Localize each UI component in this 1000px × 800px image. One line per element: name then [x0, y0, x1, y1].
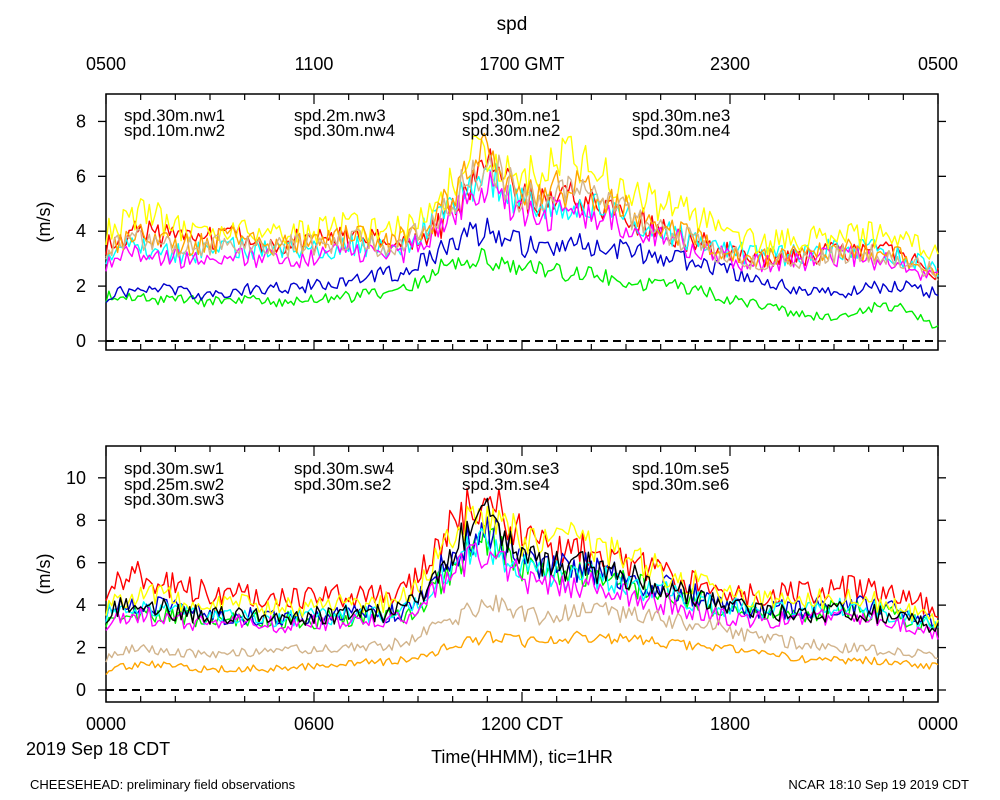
legend-label: spd.30m.sw3	[124, 490, 224, 509]
y-tick-label: 0	[76, 680, 86, 700]
legend-label: spd.30m.nw1	[124, 106, 225, 125]
y-tick-label: 4	[76, 595, 86, 615]
legend-label: spd.10m.se5	[632, 459, 729, 478]
legend-label: spd.25m.sw2	[124, 475, 224, 494]
upper-legend: spd.30m.nw1 spd.10m.nw2 spd.2m.nw3 spd.3…	[124, 106, 730, 140]
bottom-tick-label: 0000	[86, 714, 126, 734]
top-tick-label: 0500	[918, 54, 958, 74]
top-tick-label: 0500	[86, 54, 126, 74]
y-tick-label: 6	[76, 166, 86, 186]
y-tick-label: 8	[76, 510, 86, 530]
legend-label: spd.30m.se2	[294, 475, 391, 494]
y-tick-label: 2	[76, 276, 86, 296]
series-line-spd-3m-se4	[105, 630, 939, 676]
date-label: 2019 Sep 18 CDT	[26, 739, 170, 759]
legend-label: spd.30m.ne4	[632, 121, 730, 140]
series-line-spd-10m-nw2	[105, 247, 939, 329]
legend-label: spd.30m.se3	[462, 459, 559, 478]
series-line-spd-10m-se5	[105, 594, 939, 663]
y-tick-label: 2	[76, 638, 86, 658]
top-tick-label: 1700 GMT	[479, 54, 564, 74]
legend-label: spd.10m.nw2	[124, 121, 225, 140]
top-tick-label: 2300	[710, 54, 750, 74]
top-axis-tick-labels: 0500 1100 1700 GMT 2300 0500	[86, 54, 958, 74]
lower-panel: 0 2 4 6 8 10 spd.30m.sw1 spd.25m.sw2 spd.30m.…	[34, 445, 946, 703]
upper-series-group	[105, 132, 939, 329]
y-tick-label: 0	[76, 331, 86, 351]
legend-label: spd.30m.ne2	[462, 121, 560, 140]
bottom-axis-tick-labels: 0000 0600 1200 CDT 1800 0000	[86, 714, 958, 734]
legend-label: spd.30m.sw4	[294, 459, 394, 478]
footer-left: CHEESEHEAD: preliminary field observatio…	[30, 777, 296, 792]
y-tick-label: 8	[76, 111, 86, 131]
series-line-spd-30m-sw1	[105, 487, 939, 619]
bottom-tick-label: 0000	[918, 714, 958, 734]
lower-y-axis-label: (m/s)	[34, 554, 54, 595]
y-tick-label: 10	[66, 468, 86, 488]
series-line-spd-30m-se6	[105, 497, 939, 633]
x-axis-label: Time(HHMM), tic=1HR	[431, 747, 613, 767]
series-line-spd-30m-se2	[105, 542, 939, 640]
series-line-spd-30m-se3	[105, 505, 939, 628]
y-tick-label: 4	[76, 221, 86, 241]
y-tick-label: 6	[76, 553, 86, 573]
legend-label: spd.30m.nw4	[294, 121, 395, 140]
series-line-spd-30m-ne2	[105, 135, 939, 260]
series-line-spd-30m-ne4	[105, 154, 939, 281]
legend-label: spd.2m.nw3	[294, 106, 386, 125]
series-line-spd-2m-nw3	[105, 217, 939, 304]
footer-right: NCAR 18:10 Sep 19 2019 CDT	[788, 777, 969, 792]
legend-label: spd.30m.ne1	[462, 106, 560, 125]
legend-label: spd.30m.se6	[632, 475, 729, 494]
top-tick-label: 1100	[295, 54, 334, 74]
series-line-spd-30m-nw4	[105, 163, 939, 277]
series-line-spd-30m-ne3	[105, 132, 939, 278]
bottom-tick-label: 0600	[294, 714, 334, 734]
upper-panel: 0 2 4 6 8 spd.30m.nw1 spd.10m.nw2 spd.2m.nw3…	[34, 93, 946, 351]
upper-y-axis-label: (m/s)	[34, 202, 54, 243]
legend-label: spd.30m.sw1	[124, 459, 224, 478]
bottom-tick-label: 1800	[710, 714, 750, 734]
lower-legend: spd.30m.sw1 spd.25m.sw2 spd.30m.sw3 spd.…	[124, 459, 729, 509]
lower-tick-marks: 0 2 4 6 8 10	[66, 446, 946, 702]
legend-label: spd.30m.ne3	[632, 106, 730, 125]
legend-label: spd.3m.se4	[462, 475, 550, 494]
lower-series-group	[105, 487, 939, 676]
chart-title: spd	[497, 14, 528, 35]
bottom-tick-label: 1200 CDT	[481, 714, 563, 734]
